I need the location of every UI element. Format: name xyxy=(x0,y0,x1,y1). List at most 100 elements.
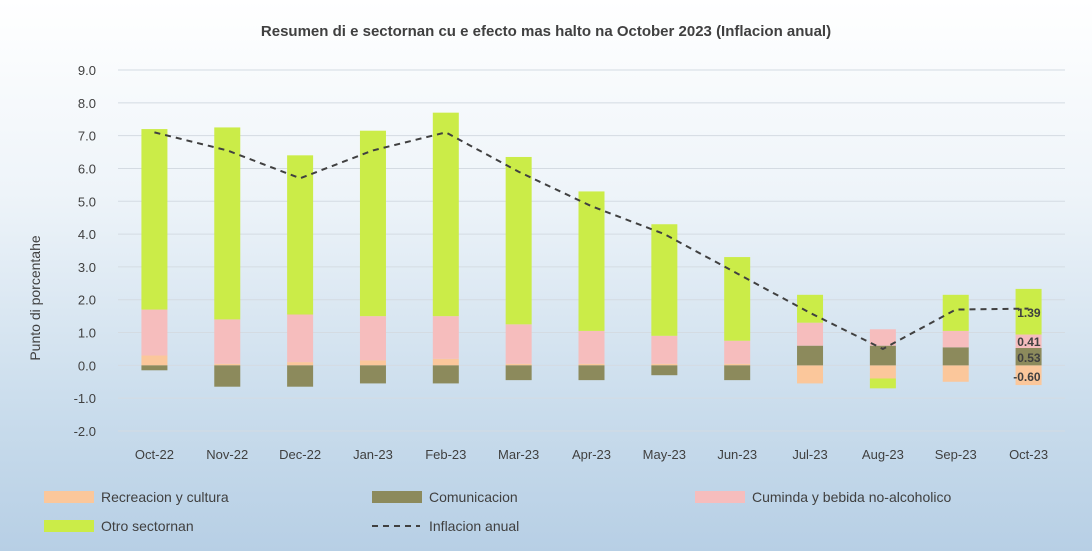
legend-label: Cuminda y bebida no-alcoholico xyxy=(752,489,951,505)
bar-segment xyxy=(141,355,168,366)
bar-segment xyxy=(869,345,896,366)
y-axis-label: Punto di porcentahe xyxy=(27,235,43,361)
bar-segment xyxy=(287,365,314,387)
data-label: 0.41 xyxy=(1017,335,1041,349)
data-label: 0.53 xyxy=(1017,351,1041,365)
bar-segment xyxy=(724,340,751,364)
inflation-line xyxy=(154,131,1029,351)
y-tick-label: 0.0 xyxy=(78,358,96,373)
bar-segment xyxy=(1015,288,1042,335)
bar-segment xyxy=(359,130,386,317)
legend: Recreacion y cultura Comunicacion Cuminda … xyxy=(44,489,951,534)
x-tick-label: Oct-22 xyxy=(135,447,174,462)
x-tick-label: Apr-23 xyxy=(572,447,611,462)
x-tick-label: Aug-23 xyxy=(862,447,904,462)
legend-swatch xyxy=(44,491,94,503)
bar-segment xyxy=(214,363,241,366)
bar-segment xyxy=(942,294,969,331)
x-tick-label: Nov-22 xyxy=(206,447,248,462)
bar-segment xyxy=(359,360,386,366)
x-tick-label: May-23 xyxy=(643,447,686,462)
bar-segment xyxy=(359,365,386,384)
bar-segment xyxy=(287,362,314,366)
x-axis-ticks: Oct-22 Nov-22 Dec-22 Jan-23 Feb-23 Mar-23 Apr-… xyxy=(135,447,1048,462)
bar-segment xyxy=(287,314,314,363)
bar-segment xyxy=(724,365,751,381)
x-tick-label: Sep-23 xyxy=(935,447,977,462)
y-tick-label: 6.0 xyxy=(78,161,96,176)
bar-segment xyxy=(578,365,605,381)
y-tick-label: 8.0 xyxy=(78,96,96,111)
bar-segment xyxy=(651,224,678,336)
legend-swatch xyxy=(372,491,422,503)
x-tick-label: Feb-23 xyxy=(425,447,466,462)
bar-segment xyxy=(942,365,969,382)
bar-segment xyxy=(869,378,896,389)
y-tick-label: 7.0 xyxy=(78,129,96,144)
data-labels: 1.39 0.41 0.53 -0.60 xyxy=(1013,306,1041,384)
bar-segment xyxy=(651,363,678,366)
y-tick-label: 9.0 xyxy=(78,63,96,78)
legend-label: Recreacion y cultura xyxy=(101,489,229,505)
y-tick-label: -1.0 xyxy=(74,391,96,406)
bar-segment xyxy=(797,322,824,346)
data-label: 1.39 xyxy=(1017,306,1041,320)
bar-segment xyxy=(141,365,168,371)
x-tick-label: Dec-22 xyxy=(279,447,321,462)
bar-segment xyxy=(724,363,751,366)
inflation-line-path xyxy=(154,131,1029,351)
bar-segment xyxy=(214,127,241,320)
legend-label: Comunicacion xyxy=(429,489,518,505)
bar-segment xyxy=(505,365,532,381)
x-tick-label: Jun-23 xyxy=(717,447,757,462)
x-tick-label: Jul-23 xyxy=(792,447,827,462)
x-tick-label: Oct-23 xyxy=(1009,447,1048,462)
y-tick-label: 4.0 xyxy=(78,227,96,242)
bar-segment xyxy=(797,294,824,323)
chart-title: Resumen di e sectornan cu e efecto mas h… xyxy=(261,23,831,40)
bar-segment xyxy=(432,365,459,384)
bar-segment xyxy=(141,309,168,356)
bar-segment xyxy=(942,347,969,366)
bar-segment xyxy=(869,365,896,379)
bar-segment xyxy=(942,330,969,348)
bar-segment xyxy=(578,330,605,364)
data-label: -0.60 xyxy=(1013,370,1041,384)
bar-segment xyxy=(578,363,605,366)
x-tick-label: Mar-23 xyxy=(498,447,539,462)
bar-segment xyxy=(432,112,459,317)
bar-segment xyxy=(651,365,678,376)
legend-label: Otro sectornan xyxy=(101,518,194,534)
bar-segment xyxy=(141,129,168,310)
y-tick-label: -2.0 xyxy=(74,424,96,439)
bar-marks xyxy=(141,112,1042,389)
legend-swatch xyxy=(44,520,94,532)
y-tick-label: 1.0 xyxy=(78,326,96,341)
legend-swatch xyxy=(695,491,745,503)
bar-segment xyxy=(1015,334,1042,348)
y-tick-label: 2.0 xyxy=(78,293,96,308)
bar-segment xyxy=(1015,365,1042,386)
bar-segment xyxy=(505,324,532,364)
bar-segment xyxy=(869,329,896,346)
bar-segment xyxy=(432,358,459,366)
bar-segment xyxy=(651,335,678,364)
y-axis-ticks: -2.0 -1.0 0.0 1.0 2.0 3.0 4.0 5.0 6.0 7.0 8.0 9.0 xyxy=(74,63,96,439)
bar-segment xyxy=(1015,347,1042,366)
bar-segment xyxy=(797,365,824,384)
y-tick-label: 5.0 xyxy=(78,194,96,209)
bar-segment xyxy=(214,319,241,364)
bar-segment xyxy=(797,345,824,366)
legend-label: Inflacion anual xyxy=(429,518,519,534)
bar-segment xyxy=(359,316,386,361)
bar-segment xyxy=(724,257,751,341)
bar-segment xyxy=(214,365,241,387)
bar-segment xyxy=(578,191,605,331)
y-tick-label: 3.0 xyxy=(78,260,96,275)
bar-segment xyxy=(505,156,532,325)
x-tick-label: Jan-23 xyxy=(353,447,393,462)
bar-segment xyxy=(505,363,532,366)
bar-segment xyxy=(287,155,314,315)
